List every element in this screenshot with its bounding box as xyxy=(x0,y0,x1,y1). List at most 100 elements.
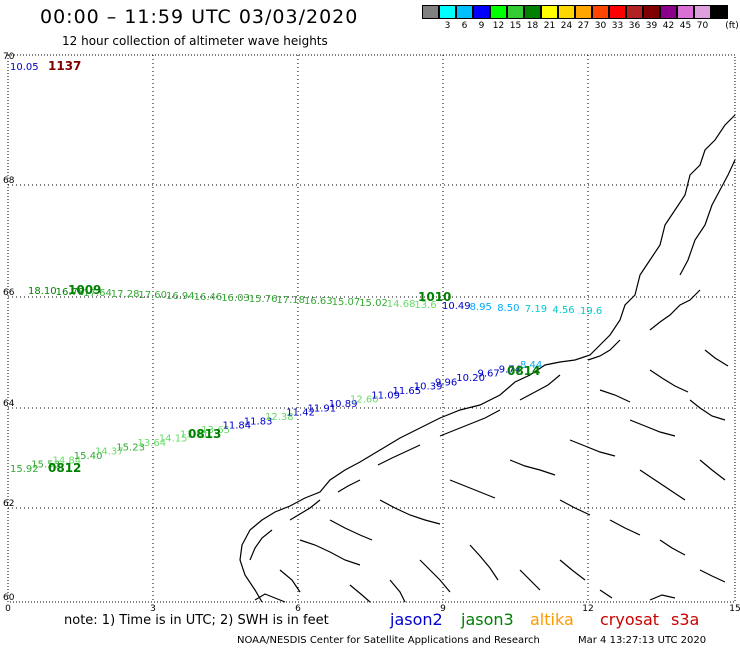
legend-bar xyxy=(422,5,728,19)
wave-height-label: 19.6 xyxy=(580,306,602,317)
legend-label: 18 xyxy=(526,21,539,31)
wave-height-label: 10.39 xyxy=(414,382,443,393)
legend-label: 21 xyxy=(543,21,556,31)
color-legend: 3 6 9 12 15 18 21 24 27 30 33 36 39 42 45 70 (ft) xyxy=(422,5,739,33)
coastline-segment xyxy=(439,409,501,437)
wave-height-label: 17.60 xyxy=(138,290,167,301)
wave-height-label: 9.96 xyxy=(435,377,457,388)
coastline-segment xyxy=(609,519,641,536)
y-tick-label: 70 xyxy=(3,52,15,62)
legend-label: 3 xyxy=(444,21,451,31)
coastline-segment xyxy=(559,499,591,516)
coastline-segment xyxy=(449,479,496,499)
wave-height-label: 12.38 xyxy=(265,412,294,423)
wave-height-label: 9.74 xyxy=(499,364,521,375)
wave-height-label: 16.78 xyxy=(56,287,85,298)
coastline-segment xyxy=(689,399,726,421)
legend-swatch xyxy=(524,5,541,19)
legend-label: 45 xyxy=(679,21,692,31)
wave-height-label: 14.84 xyxy=(53,455,82,466)
footer-note: note: 1) Time is in UTC; 2) SWH is in fe… xyxy=(64,613,329,628)
legend-swatch xyxy=(643,5,660,19)
wave-height-label: 10.20 xyxy=(456,373,485,384)
x-tick-label: 6 xyxy=(295,604,301,614)
wave-height-label: 16.46 xyxy=(194,292,223,303)
legend-swatch xyxy=(439,5,456,19)
coastline-segment xyxy=(419,559,451,593)
coastline-segment xyxy=(279,569,301,593)
wave-height-label: 15.40 xyxy=(74,451,103,462)
map-frame xyxy=(7,54,736,603)
legend-label: 42 xyxy=(662,21,675,31)
y-tick-label: 68 xyxy=(3,176,15,186)
y-tick-label: 66 xyxy=(3,288,15,298)
wave-height-label: 8.95 xyxy=(470,302,492,313)
wave-height-label: 15.92 xyxy=(10,464,39,475)
coastline-segment xyxy=(379,499,441,525)
wave-height-label: 15.53 xyxy=(31,460,60,471)
coastline-segment xyxy=(389,579,406,603)
wave-height-label: 14.68 xyxy=(387,299,416,310)
wave-height-label: 13.61 xyxy=(180,429,209,440)
wave-height-label: 11.83 xyxy=(244,416,273,427)
pass-time-label: 0814 xyxy=(507,364,540,378)
wave-height-label: 15.76 xyxy=(249,294,278,305)
wave-height-label: 10.49 xyxy=(442,301,471,312)
x-tick-label: 15 xyxy=(729,604,740,614)
y-tick-label: 60 xyxy=(3,593,15,603)
wave-height-label: 14.37 xyxy=(95,447,124,458)
page-title: 00:00 – 11:59 UTC 03/03/2020 xyxy=(40,6,359,28)
pass-time-label: 1009 xyxy=(68,283,101,297)
coastline-segment xyxy=(469,544,499,581)
coastline-segment xyxy=(587,339,621,361)
x-tick-label: 12 xyxy=(582,604,593,614)
wave-height-label: 15.23 xyxy=(116,442,145,453)
satellite-jason3: jason3 xyxy=(461,610,514,629)
y-tick-label: 64 xyxy=(3,399,15,409)
legend-swatch xyxy=(507,5,524,19)
wave-height-label: 9.67 xyxy=(478,369,500,380)
satellite-s3a: s3a xyxy=(671,610,700,629)
coastline-segment xyxy=(509,459,556,476)
coastline-segment xyxy=(337,479,361,493)
coastline-segment xyxy=(329,519,373,541)
coastline-segment xyxy=(249,529,273,561)
wave-height-label: 12.60 xyxy=(350,395,379,406)
wave-height-label: 16.03 xyxy=(221,293,250,304)
coastline-segment xyxy=(649,289,701,331)
coastline-segment xyxy=(699,569,726,583)
legend-label: 70 xyxy=(696,21,709,31)
legend-label: 15 xyxy=(509,21,522,31)
wave-height-label: 11.42 xyxy=(286,408,315,419)
legend-unit: (ft) xyxy=(725,21,739,31)
wave-height-label: 16.94 xyxy=(166,291,195,302)
legend-label: 9 xyxy=(478,21,485,31)
coastline-segment xyxy=(239,114,736,603)
footer-credit: NOAA/NESDIS Center for Satellite Applica… xyxy=(237,635,540,646)
legend-swatch xyxy=(558,5,575,19)
legend-label: 12 xyxy=(492,21,505,31)
legend-labels: 3 6 9 12 15 18 21 24 27 30 33 36 39 42 45 70 (ft) xyxy=(422,19,739,33)
wave-height-label: 14.15 xyxy=(159,434,188,445)
x-tick-label: 0 xyxy=(5,604,11,614)
legend-swatch xyxy=(575,5,592,19)
wave-height-label: 11.09 xyxy=(371,390,400,401)
wave-height-label: 8.44 xyxy=(520,360,542,371)
legend-swatch xyxy=(490,5,507,19)
coastline-segment xyxy=(349,584,371,603)
wave-height-label: 17.64 xyxy=(83,288,112,299)
legend-swatch xyxy=(456,5,473,19)
legend-swatch xyxy=(694,5,711,19)
legend-label: 36 xyxy=(628,21,641,31)
pass-time-label: 1137 xyxy=(48,59,81,73)
pass-time-label: 1010 xyxy=(418,290,451,304)
legend-label: 39 xyxy=(645,21,658,31)
coastline-segment xyxy=(704,349,729,367)
coastline-segment xyxy=(569,439,616,457)
y-tick-label: 62 xyxy=(3,499,14,509)
satellite-cryosat: cryosat xyxy=(600,610,660,629)
wave-height-label: 13.64 xyxy=(138,438,167,449)
wave-height-label: 17.18 xyxy=(276,295,305,306)
legend-label: 6 xyxy=(461,21,468,31)
